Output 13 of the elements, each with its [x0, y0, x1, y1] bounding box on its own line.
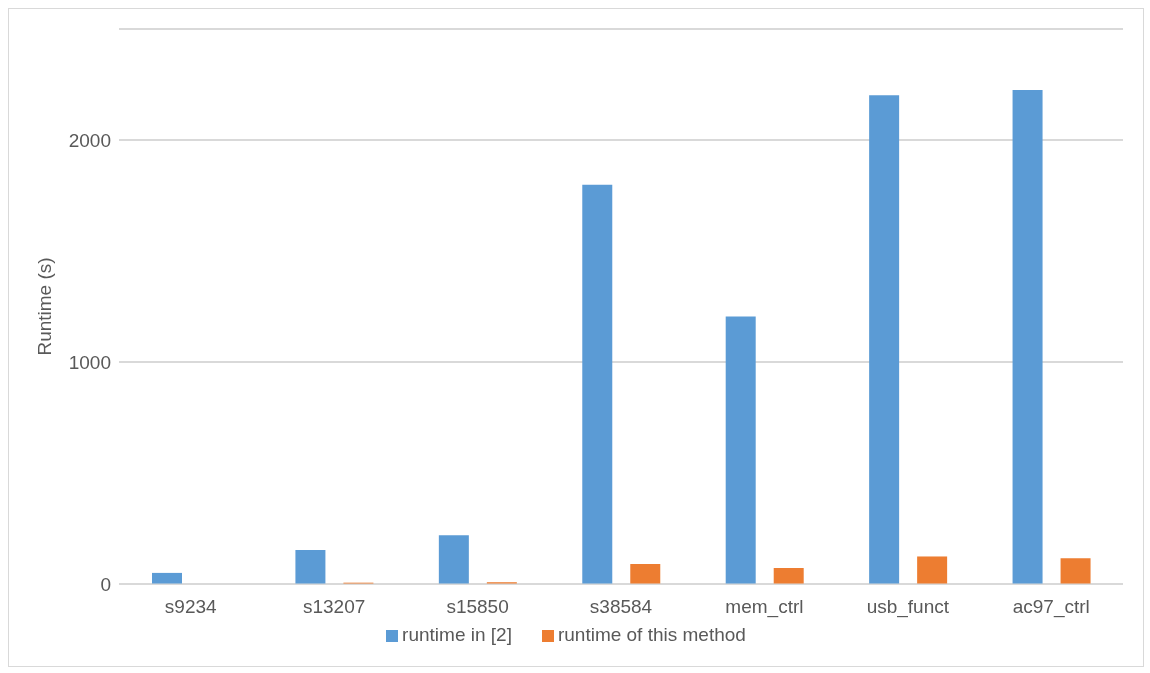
x-tick-label: s9234: [164, 596, 218, 618]
x-tick-label: s15850: [446, 596, 509, 618]
y-axis-title: Runtime (s): [33, 257, 55, 356]
x-tick-label: mem_ctrl: [725, 596, 804, 619]
x-tick-label: s38584: [589, 596, 653, 618]
legend-label: runtime in [2]: [402, 624, 512, 645]
x-tick-label: usb_funct: [866, 596, 950, 619]
x-tick-label: ac97_ctrl: [1012, 596, 1090, 619]
y-tick-label: 2000: [68, 129, 111, 151]
y-tick-label: 0: [100, 573, 111, 595]
y-tick-label: 1000: [68, 351, 111, 373]
legend-label: runtime of this method: [557, 624, 746, 645]
x-tick-label: s13207: [302, 596, 366, 618]
